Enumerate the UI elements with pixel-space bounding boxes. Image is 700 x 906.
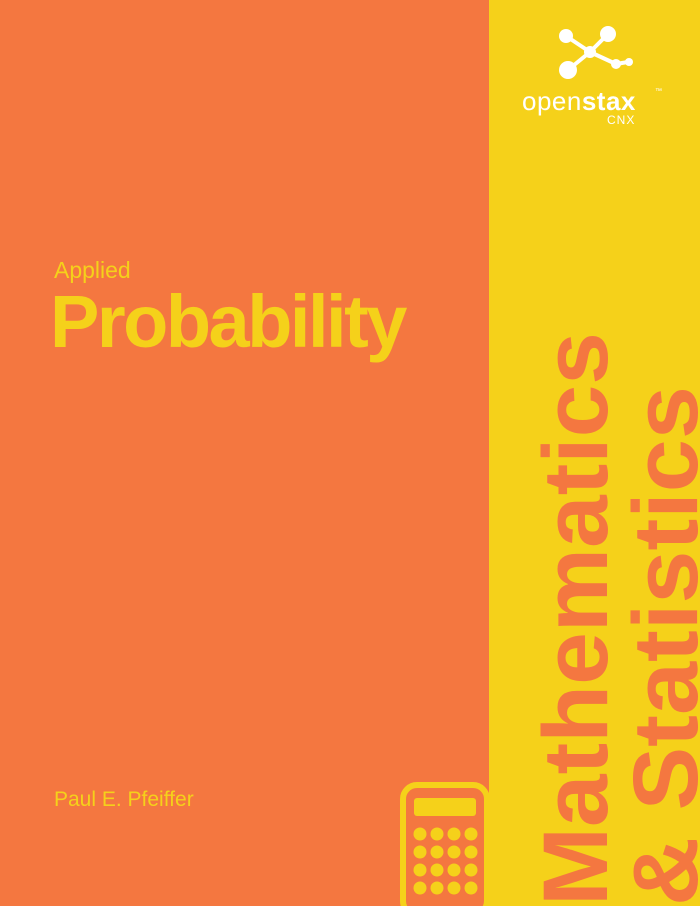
logo-trademark: ™ bbox=[655, 88, 662, 95]
molecule-icon bbox=[559, 26, 633, 79]
logo-word-stax: stax bbox=[581, 86, 636, 116]
calculator-icon bbox=[400, 782, 490, 906]
book-subtitle: Applied bbox=[54, 257, 131, 283]
logo-sub-cnx: CNX bbox=[607, 113, 636, 127]
cover-left-panel bbox=[0, 0, 489, 906]
logo-word-open: open bbox=[522, 86, 582, 116]
book-author: Paul E. Pfeiffer bbox=[54, 788, 194, 811]
cover-right-panel bbox=[489, 0, 700, 906]
logo-wordmark: openstax bbox=[522, 86, 636, 116]
book-title: Probability bbox=[50, 280, 407, 363]
openstax-logo: openstax ™ CNX bbox=[510, 24, 685, 134]
